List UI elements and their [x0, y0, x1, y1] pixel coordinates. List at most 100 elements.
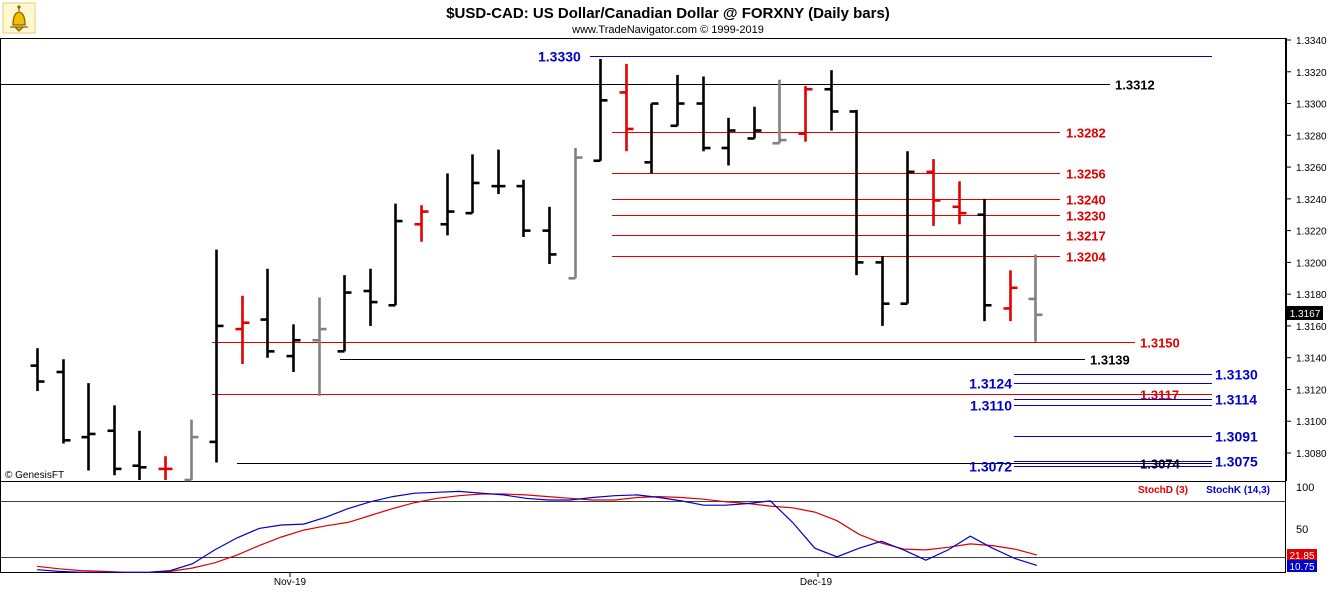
y-tick-label: 1.3300 — [1296, 100, 1327, 111]
level-label-1-3124: 1.3124 — [969, 376, 1012, 392]
x-label-dec: Dec-19 — [800, 577, 833, 588]
level-label-1-3204: 1.3204 — [1066, 250, 1107, 265]
y-tick-label: 1.3160 — [1296, 322, 1327, 333]
y-tick-label: 1.3240 — [1296, 195, 1327, 206]
chart-title: $USD-CAD: US Dollar/Canadian Dollar @ FO… — [446, 5, 890, 22]
y-tick-label: 1.3180 — [1296, 290, 1327, 301]
ohlc-bar — [977, 198, 992, 322]
ohlc-bar — [952, 181, 967, 225]
level-label-1-3240: 1.3240 — [1066, 193, 1106, 208]
stochd-value-badge: 21.85 — [1287, 549, 1317, 562]
legend-stochk: StochK (14,3) — [1206, 485, 1270, 496]
last-price-label: 1.3167 — [1290, 309, 1321, 320]
y-tick-label: 1.3340 — [1296, 36, 1327, 47]
y-tick-label: 1.3280 — [1296, 131, 1327, 142]
y-tick-label: 1.3320 — [1296, 68, 1327, 79]
ohlc-bar — [900, 151, 915, 305]
stoch-tick-100: 100 — [1296, 482, 1314, 494]
y-tick-label: 1.3220 — [1296, 227, 1327, 238]
ohlc-bar — [158, 456, 173, 480]
y-tick-label: 1.3080 — [1296, 449, 1327, 460]
level-label-1-3150: 1.3150 — [1140, 336, 1180, 351]
ohlc-bar — [184, 419, 199, 482]
stochk-value: 10.75 — [1289, 562, 1314, 573]
level-label-1-3139: 1.3139 — [1090, 353, 1130, 368]
ohlc-bar — [363, 268, 378, 326]
ohlc-bar — [721, 117, 736, 166]
ohlc-bar — [849, 109, 864, 276]
ohlc-bar — [875, 256, 890, 326]
stochk-value-badge: 10.75 — [1287, 560, 1317, 573]
date-axis: Nov-19 Dec-19 — [274, 572, 833, 588]
level-label-1-3075: 1.3075 — [1215, 454, 1258, 470]
y-tick-label: 1.3100 — [1296, 417, 1327, 428]
ohlc-bar — [132, 430, 147, 480]
ohlc-bar — [414, 205, 429, 242]
level-label-1-3256: 1.3256 — [1066, 167, 1106, 182]
ohlc-bar — [619, 63, 634, 152]
level-label-1-3312: 1.3312 — [1115, 78, 1155, 93]
level-label-1-3230: 1.3230 — [1066, 209, 1106, 224]
ohlc-bar — [81, 383, 96, 471]
level-label-1-3110: 1.3110 — [970, 398, 1012, 414]
ohlc-bar — [542, 206, 557, 264]
stoch-axis: 100 50 — [1296, 482, 1314, 536]
credit-label: © GenesisFT — [5, 470, 64, 481]
ohlc-bar — [30, 348, 45, 392]
y-tick-label: 1.3140 — [1296, 354, 1327, 365]
level-label-1-3114: 1.3114 — [1215, 392, 1257, 408]
price-axis: 1.3080 1.3100 1.3120 1.3140 1.3160 1.3180 1.32… — [1286, 36, 1327, 481]
ohlc-bar — [337, 275, 352, 353]
ohlc-bar — [593, 59, 608, 163]
ohlc-bar — [235, 295, 250, 365]
level-label-1-3282: 1.3282 — [1066, 126, 1106, 141]
stochd-value: 21.85 — [1289, 551, 1314, 562]
chart-subtitle: www.TradeNavigator.com © 1999-2019 — [571, 24, 764, 36]
level-label-1-3117: 1.3117 — [1140, 388, 1179, 403]
last-price-badge: 1.3167 — [1287, 306, 1323, 320]
ohlc-bar — [440, 173, 455, 236]
stoch-tick-50: 50 — [1296, 524, 1308, 536]
level-label-1-3130: 1.3130 — [1215, 367, 1258, 383]
ohlc-bar — [56, 359, 71, 444]
legend-stochd: StochD (3) — [1138, 485, 1188, 496]
ohlc-bars — [30, 59, 1043, 482]
ohlc-bar — [209, 249, 224, 463]
stoch-panel-frame — [0, 481, 1286, 573]
ohlc-bar — [696, 76, 711, 152]
ohlc-bar — [798, 86, 813, 142]
y-tick-label: 1.3200 — [1296, 258, 1327, 269]
ohlc-bar — [772, 79, 787, 145]
ohlc-bar — [568, 148, 583, 280]
ohlc-bar — [1003, 270, 1018, 322]
stochk-line — [36, 490, 1038, 573]
level-label-1-3217: 1.3217 — [1066, 229, 1106, 244]
ohlc-bar — [388, 203, 403, 307]
ohlc-bar — [465, 154, 480, 215]
ohlc-bar — [1028, 254, 1043, 342]
level-label-1-3091: 1.3091 — [1215, 429, 1258, 445]
ohlc-bar — [107, 405, 122, 476]
level-label-1-3330: 1.3330 — [538, 49, 581, 65]
ohlc-bar — [926, 159, 941, 226]
ohlc-bar — [286, 324, 301, 372]
ohlc-bar — [670, 74, 685, 128]
y-tick-label: 1.3120 — [1296, 385, 1327, 396]
stochastic-lines — [36, 490, 1038, 573]
ohlc-bar — [516, 179, 531, 237]
x-label-nov: Nov-19 — [274, 577, 307, 588]
ohlc-bar — [260, 268, 275, 358]
ohlc-bar — [312, 297, 327, 396]
y-tick-label: 1.3260 — [1296, 163, 1327, 174]
level-label-1-3072: 1.3072 — [969, 459, 1012, 475]
ohlc-bar — [747, 106, 762, 140]
ohlc-bar — [491, 149, 506, 195]
stochd-line — [36, 493, 1038, 573]
level-label-1-3074: 1.3074 — [1140, 457, 1181, 472]
ohlc-bar — [824, 70, 839, 131]
genesis-bell-logo-icon — [2, 2, 36, 34]
ohlc-bar — [644, 102, 659, 174]
